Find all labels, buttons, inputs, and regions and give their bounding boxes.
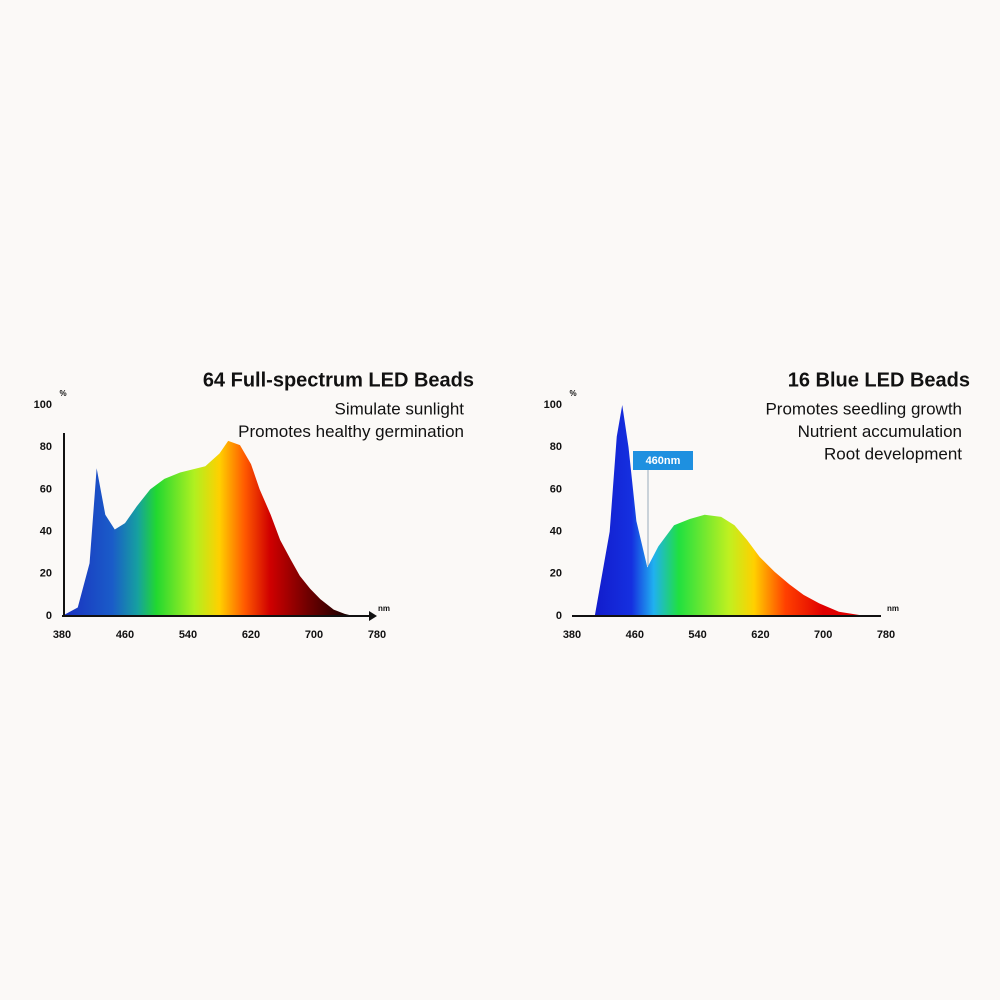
y-tick-label: 40 (40, 526, 52, 538)
y-axis-label: % (569, 389, 576, 398)
chart-title: 64 Full-spectrum LED Beads (203, 369, 474, 391)
annotation: Promotes healthy germination (238, 422, 464, 441)
x-arrow (369, 611, 377, 621)
x-tick-label: 700 (814, 629, 832, 641)
x-tick-label: 780 (368, 629, 386, 641)
x-tick-label: 620 (751, 629, 769, 641)
x-tick-label: 780 (877, 629, 895, 641)
y-tick-label: 100 (544, 399, 562, 411)
y-tick-label: 80 (550, 441, 562, 453)
y-tick-label: 20 (40, 568, 52, 580)
x-tick-label: 700 (305, 629, 323, 641)
x-axis-label: nm (378, 604, 390, 613)
callout-box (633, 451, 693, 470)
annotation: Simulate sunlight (335, 399, 465, 418)
x-tick-label: 380 (563, 629, 581, 641)
chart-title: 16 Blue LED Beads (788, 369, 970, 391)
y-tick-label: 60 (40, 483, 52, 495)
y-tick-label: 40 (550, 526, 562, 538)
y-tick-label: 80 (40, 441, 52, 453)
x-tick-label: 540 (688, 629, 706, 641)
y-axis-label: % (59, 389, 66, 398)
x-axis-label: nm (887, 604, 899, 613)
y-tick-label: 0 (46, 610, 52, 622)
spectrum-area (62, 440, 354, 616)
y-tick-label: 60 (550, 483, 562, 495)
callout-label: 460nm (646, 455, 681, 467)
y-tick-label: 20 (550, 568, 562, 580)
y-tick-label: 100 (34, 399, 52, 411)
x-tick-label: 620 (242, 629, 260, 641)
x-tick-label: 540 (179, 629, 197, 641)
x-tick-label: 460 (116, 629, 134, 641)
annotation: Root development (824, 444, 962, 463)
annotation: Nutrient accumulation (798, 422, 962, 441)
x-tick-label: 380 (53, 629, 71, 641)
annotation: Promotes seedling growth (765, 399, 962, 418)
x-tick-label: 460 (626, 629, 644, 641)
y-tick-label: 0 (556, 610, 562, 622)
spectrum-area (572, 405, 871, 616)
